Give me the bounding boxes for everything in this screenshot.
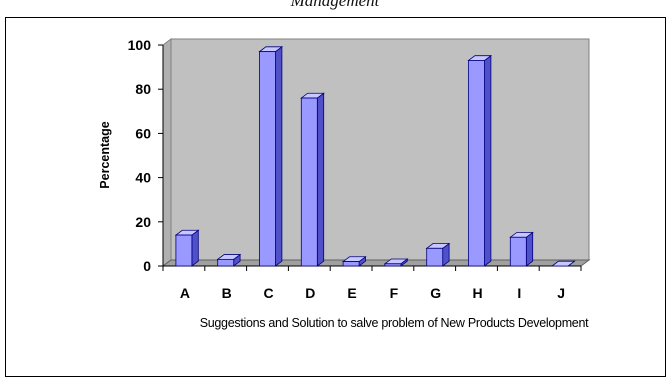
labels: 0 20 40 60 80 100 A B C D E F G H I J Percentage Suggesti… [98,37,589,330]
bar-front [426,247,444,267]
bars [174,46,576,267]
x-tick-label: J [557,285,565,301]
bar-front [342,261,360,267]
y-tick-label: 100 [128,37,152,53]
bar-side [275,46,283,267]
x-tick-label: E [347,285,356,301]
bar-C [258,46,284,267]
bar-E [341,255,367,267]
bar-F [383,258,409,267]
bar-front [175,234,193,267]
bar-front [300,97,318,267]
bar-front [217,258,235,267]
bar-top [550,260,576,267]
bar-side [191,229,199,267]
bar-front [468,60,485,267]
bar-side [525,231,534,267]
y-tick-label: 40 [135,170,151,186]
bar-I [509,231,534,267]
x-tick-label: D [305,285,315,301]
plot-area [161,38,591,267]
bar-J [550,260,576,267]
x-tick-label: C [263,285,273,301]
x-tick-label: H [472,285,482,301]
plot-back-wall [170,38,590,261]
bar-front [259,51,276,267]
y-tick-label: 80 [135,81,151,97]
y-axis-title: Percentage [98,121,112,188]
bar-front [509,236,527,267]
bar-G [425,242,451,267]
bar-B [216,253,242,267]
page-caption: Management [290,0,380,10]
plot-side-wall [162,38,172,267]
x-tick-label: A [180,285,190,301]
y-tick-label: 0 [143,258,151,274]
bar-front [384,263,402,267]
bar-A [174,229,200,267]
x-tick-label: B [222,285,232,301]
y-tick-label: 60 [135,125,151,141]
y-tick-label: 20 [135,214,151,230]
bar-side [316,92,325,267]
x-tick-label: F [390,285,399,301]
bar-D [300,92,325,267]
bar-side [484,54,492,267]
bar-H [467,54,493,267]
x-tick-label: I [517,285,521,301]
chart-frame [5,17,666,377]
x-axis-title: Suggestions and Solution to salve proble… [200,316,589,330]
x-tick-label: G [430,285,441,301]
